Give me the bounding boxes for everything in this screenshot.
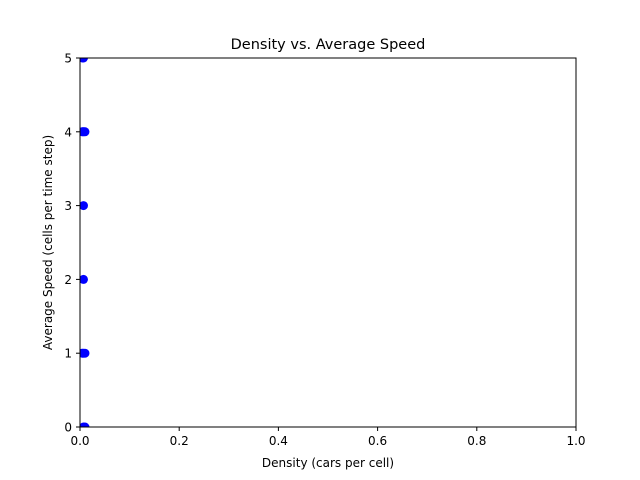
y-tick-label: 3: [64, 199, 72, 213]
y-axis-label: Average Speed (cells per time step): [41, 135, 55, 350]
x-tick-label: 1.0: [566, 434, 585, 448]
y-axis-ticks: 0 1 2 3 4 5: [64, 52, 80, 435]
x-tick-label: 0.2: [170, 434, 189, 448]
data-point: [80, 58, 87, 63]
data-point: [80, 274, 88, 284]
data-points: [80, 58, 90, 427]
data-point: [80, 422, 88, 427]
x-axis-ticks: 0.0 0.2 0.4 0.6 0.8 1.0: [70, 427, 586, 448]
x-tick-label: 0.0: [70, 434, 89, 448]
data-point: [80, 201, 88, 211]
x-tick-label: 0.6: [368, 434, 387, 448]
y-tick-label: 2: [64, 273, 72, 287]
y-tick-label: 4: [64, 125, 72, 139]
x-tick-label: 0.4: [269, 434, 288, 448]
x-axis-label: Density (cars per cell): [262, 456, 394, 470]
data-point: [80, 127, 87, 137]
chart-title: Density vs. Average Speed: [231, 37, 426, 53]
y-tick-label: 1: [64, 347, 72, 361]
data-point: [80, 348, 87, 358]
plot-frame: [79, 57, 577, 428]
y-tick-label: 5: [64, 52, 72, 66]
y-tick-label: 0: [64, 421, 72, 435]
x-tick-label: 0.8: [467, 434, 486, 448]
